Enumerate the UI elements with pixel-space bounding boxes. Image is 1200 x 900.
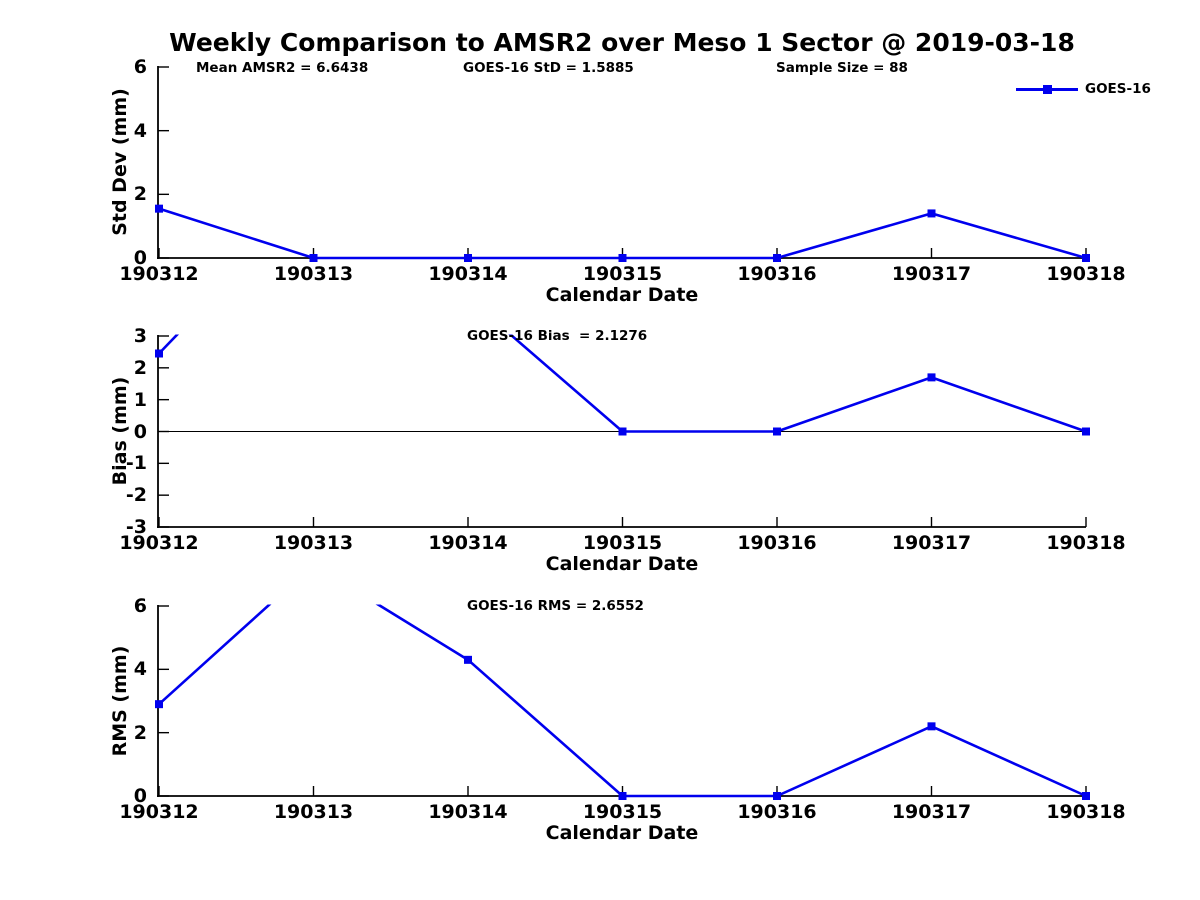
x-tick-label: 190317 [891,801,972,823]
subplot-0 [155,66,1090,262]
data-point-marker [927,209,936,218]
x-tick-label: 190316 [737,263,817,285]
series-line-goes-16 [158,334,1087,433]
annotation-sample-size: Sample Size = 88 [776,60,908,76]
data-point-marker [464,254,472,262]
data-point-marker [155,204,163,213]
y-tick-label: 0 [133,247,147,269]
x-tick-label: 190313 [273,532,354,554]
y-tick-label: 2 [133,356,147,379]
y-tick-label: 2 [133,721,147,744]
x-tick-label: 190318 [1046,801,1126,823]
x-tick-label: 190312 [119,263,199,285]
x-axis-label-top: Calendar Date [545,284,699,306]
data-point-marker [618,427,627,436]
y-tick-label: 2 [133,183,147,206]
legend-square-marker-icon [1043,85,1052,94]
subplot-1 [155,334,1090,528]
data-point-marker [773,254,781,262]
data-point-marker [155,700,163,709]
x-tick-label: 190313 [273,801,354,823]
data-point-marker [1082,254,1090,262]
annotation-goes16-bias: GOES-16 Bias = 2.1276 [467,328,648,344]
x-tick-label: 190318 [1046,532,1126,554]
y-tick-label: -3 [125,516,147,538]
y-tick-label: 0 [133,785,147,807]
legend-label-goes16: GOES-16 [1085,81,1151,97]
data-point-marker [773,792,781,800]
annotation-goes16-rms: GOES-16 RMS = 2.6552 [467,598,644,614]
y-tick-label: 6 [133,595,147,617]
x-axis-label-middle: Calendar Date [545,553,699,575]
y-tick-label: -2 [125,484,147,507]
x-tick-label: 190314 [428,263,508,285]
y-tick-label: 0 [133,420,147,443]
x-tick-label: 190313 [273,263,354,285]
x-tick-label: 190315 [582,532,663,554]
data-point-marker [773,427,781,436]
data-point-marker [309,254,318,262]
annotation-mean-amsr2: Mean AMSR2 = 6.6438 [196,60,369,76]
data-point-marker [1082,792,1090,800]
y-tick-label: 1 [133,388,147,411]
y-axis-label-stddev: Std Dev (mm) [109,88,131,236]
y-tick-label: 3 [133,325,147,347]
x-tick-label: 190315 [582,263,663,285]
x-tick-label: 190316 [737,801,817,823]
subplot-2 [155,604,1090,800]
x-tick-label: 190312 [119,532,199,554]
x-tick-label: 190317 [891,532,972,554]
y-tick-label: -1 [125,452,147,475]
x-tick-label: 190312 [119,801,199,823]
x-axis-label-bottom: Calendar Date [545,822,699,844]
y-tick-label: 6 [133,56,147,78]
x-tick-label: 190318 [1046,263,1126,285]
y-tick-label: 4 [133,658,147,681]
data-point-marker [464,655,472,664]
x-tick-label: 190314 [428,532,508,554]
annotation-goes16-std: GOES-16 StD = 1.5885 [463,60,634,76]
x-tick-label: 190315 [582,801,663,823]
data-point-marker [618,254,627,262]
chart-title: Weekly Comparison to AMSR2 over Meso 1 S… [169,28,1075,57]
x-tick-label: 190317 [891,263,972,285]
data-point-marker [927,373,936,382]
data-point-marker [155,349,163,358]
x-tick-label: 190314 [428,801,508,823]
x-tick-label: 190316 [737,532,817,554]
y-tick-label: 4 [133,119,147,142]
data-point-marker [927,722,936,731]
data-point-marker [618,792,627,800]
data-point-marker [1082,427,1090,436]
